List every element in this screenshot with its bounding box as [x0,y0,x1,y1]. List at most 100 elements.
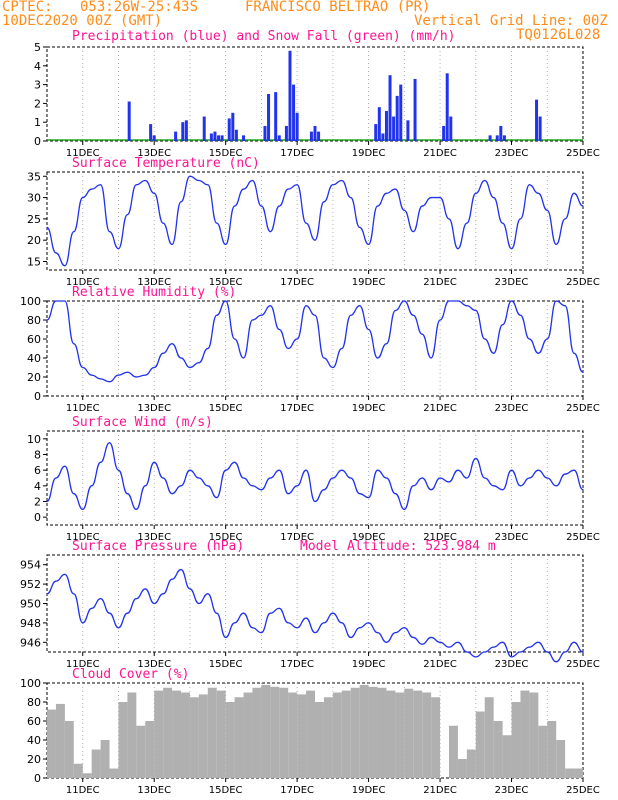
wind-data-point [448,481,450,483]
wind-data-point [555,485,557,487]
humidity-y-tick-label: 20 [27,371,41,384]
pressure-panel: 946 948 950 952 954 11DEC 13DEC 15DEC 17DEC 19DEC… [20,554,600,670]
pressure-data-point [144,588,146,590]
pressure-y-tick-label: 954 [20,559,41,572]
humidity-data-point [510,300,513,302]
pressure-data-point [510,656,513,658]
wind-data-point [510,469,513,471]
precip-bar [263,125,267,141]
temperature-data-point [82,196,84,199]
temperature-data-point [573,192,575,194]
wind-data-point [135,508,137,510]
cloud-bar [55,703,65,778]
temperature-y-tick-label: 25 [27,213,41,226]
temperature-data-point [376,205,379,207]
temperature-x-tick-label: 19DEC [352,277,386,288]
pressure-data-point [439,641,441,643]
pressure-data-point [189,588,191,590]
cloud-panel-title: Cloud Cover (%) [72,667,189,682]
cloud-bar [350,687,360,778]
wind-data-point [484,477,486,479]
cloud-bar [502,735,512,778]
cloud-x-tick-label: 25DEC [566,785,600,796]
pressure-y-tick-label: 946 [20,636,41,649]
precip-bar [406,120,410,141]
temperature-data-point [153,192,155,194]
temperature-x-tick-label: 17DEC [280,277,314,288]
precip-bar [149,124,153,141]
humidity-data-point [394,309,396,312]
pressure-x-tick-label: 13DEC [137,659,171,670]
precip-x-tick-label: 15DEC [209,148,243,159]
wind-data-point [171,493,173,495]
cloud-bar [154,690,164,778]
precip-bar [392,116,396,141]
precip-bar [152,135,156,141]
cloud-bar [404,688,414,778]
cloud-bar [234,697,244,778]
humidity-data-point [91,374,93,376]
cloud-bar [574,768,583,778]
temperature-data-point [457,248,459,250]
wind-data-point [314,500,316,503]
header-station: FRANCISCO BELTRAO (PR) [245,0,430,15]
cloud-x-tick-label: 11DEC [66,785,100,796]
humidity-data-point [564,305,566,307]
humidity-data-point [278,328,280,331]
pressure-data-point [305,617,307,619]
wind-data-point [368,496,370,499]
cloud-bar [136,725,146,778]
wind-data-point [359,493,361,495]
plot-area: 0 1 2 3 4 5 11DEC 13DEC 15DEC 17DEC 19DEC 21DEC 23DE… [20,41,600,796]
humidity-data-point [430,357,432,359]
precip-bar [295,112,299,141]
pressure-data-point [55,580,57,582]
humidity-data-point [457,300,459,302]
precip-panel-title: Precipitation (blue) and Snow Fall (gree… [72,29,456,44]
cloud-bar [306,690,315,778]
pressure-data-point [117,627,120,629]
pressure-data-point [198,602,200,605]
wind-x-tick-label: 23DEC [495,532,529,543]
humidity-data-point [493,352,495,354]
cloud-bar [466,749,476,778]
precip-bar [381,133,385,141]
humidity-data-point [466,305,468,307]
temperature-data-point [394,188,396,190]
pressure-data-point [225,636,227,639]
temperature-data-point [144,179,146,182]
humidity-x-tick-label: 11DEC [66,403,100,414]
wind-data-point [225,469,227,471]
humidity-data-point [412,314,414,316]
pressure-data-point [475,656,477,658]
cloud-bar [368,686,378,778]
precip-bar [181,122,185,141]
cloud-bar [493,721,503,778]
humidity-data-point [528,338,531,340]
temperature-data-point [350,196,352,199]
cloud-bar [279,687,289,778]
humidity-series-line [46,300,584,383]
cloud-bar [565,768,575,778]
temperature-data-point [180,201,182,203]
cloud-bar [225,702,235,778]
humidity-y-tick-label: 100 [20,295,41,308]
temperature-data-point [287,188,289,190]
humidity-data-point [117,374,120,376]
cloud-bar [47,709,56,778]
pressure-data-point [564,651,566,653]
pressure-data-point [296,627,298,629]
pressure-data-point [484,651,486,653]
humidity-x-tick-label: 17DEC [280,403,314,414]
humidity-data-point [350,314,352,316]
cloud-bar [449,725,458,778]
temperature-data-point [537,192,539,194]
humidity-data-point [180,357,182,359]
wind-data-point [573,469,575,471]
pressure-data-point [180,568,182,571]
precip-x-tick-label: 17DEC [280,148,314,159]
header-source: CPTEC: [2,0,53,15]
wind-x-tick-label: 25DEC [566,532,600,543]
cloud-x-tick-label: 21DEC [423,785,457,796]
cloud-bar [252,687,262,778]
